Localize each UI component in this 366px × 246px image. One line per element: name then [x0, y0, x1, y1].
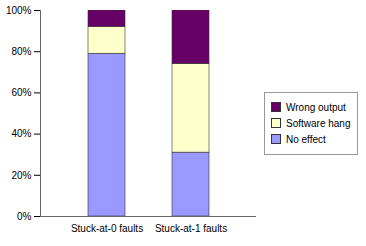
svg-text:Stuck-at-0 faults: Stuck-at-0 faults	[71, 223, 143, 234]
svg-text:20%: 20%	[11, 170, 31, 181]
html-text:Wrong output: Wrong output	[286, 101, 346, 113]
svg-text:60%: 60%	[11, 87, 31, 98]
svg-text:40%: 40%	[11, 128, 31, 139]
html-text:Software hang: Software hang	[286, 117, 351, 129]
svg-text:100%: 100%	[6, 5, 32, 16]
svg-text:80%: 80%	[11, 46, 31, 57]
html-text:No effect: No effect	[286, 133, 326, 145]
svg-text:Stuck-at-1 faults: Stuck-at-1 faults	[155, 223, 227, 234]
svg-text:0%: 0%	[17, 211, 32, 222]
